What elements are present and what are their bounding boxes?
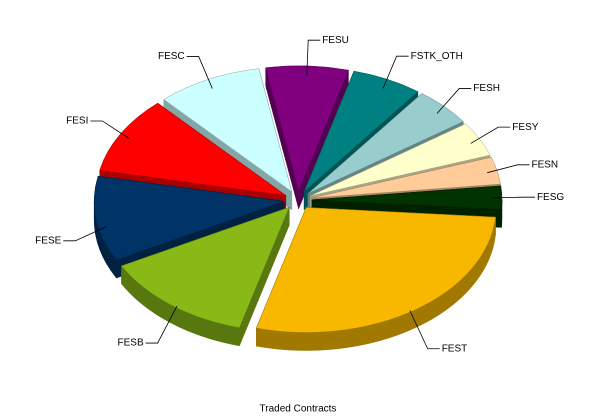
slice-label: FESI [66, 116, 88, 127]
leader-line [63, 226, 107, 242]
leader-line [382, 55, 409, 89]
slices [93, 65, 503, 351]
leader-line [145, 305, 178, 344]
slice-label: FESG [537, 192, 564, 203]
slice-group [265, 65, 349, 209]
slice-label: FESU [322, 35, 349, 46]
slice-label: FESB [118, 338, 144, 349]
leader-line [306, 39, 321, 76]
slice-group [121, 206, 290, 347]
slice-group [255, 207, 496, 351]
leader-line [186, 56, 213, 89]
slice-label: FEST [442, 343, 468, 354]
slice-label: FESE [35, 235, 61, 246]
leader-line [470, 126, 511, 144]
leader-line [436, 88, 472, 114]
slice-label: FESC [158, 51, 185, 62]
slice [121, 206, 290, 329]
slice [163, 68, 293, 193]
slice [307, 93, 464, 194]
slice-label: FESN [531, 159, 558, 170]
slice-label: FSTK_OTH [411, 51, 463, 62]
slice [99, 102, 286, 196]
slice [310, 123, 491, 197]
slice-label: FESH [473, 83, 500, 94]
leader-line [409, 310, 440, 350]
slice [93, 175, 285, 261]
leader-line [491, 196, 535, 199]
slice [303, 70, 419, 192]
slice-label: FESY [512, 122, 538, 133]
slice [255, 207, 496, 333]
leader-line [487, 164, 530, 174]
leader-line [90, 120, 130, 139]
chart-title: Traded Contracts [260, 404, 337, 415]
